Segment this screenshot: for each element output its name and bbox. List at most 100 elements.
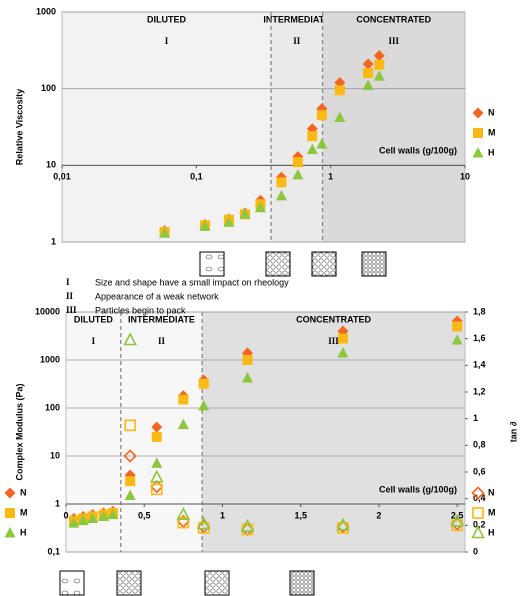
marker-triangle — [336, 517, 350, 531]
marker-triangle — [149, 469, 164, 483]
marker-square — [242, 355, 253, 365]
region — [202, 312, 466, 552]
icon — [289, 570, 315, 596]
icon — [204, 570, 230, 596]
region-label: CONCENTRATED — [296, 314, 371, 324]
note-numeral: III — [66, 305, 77, 315]
region — [322, 12, 465, 242]
y2-tick-label: 0 — [473, 546, 478, 556]
note-numeral: II — [66, 291, 74, 301]
icon — [265, 251, 291, 277]
marker-square — [150, 483, 163, 496]
y2-tick-label: 1,4 — [473, 360, 486, 370]
marker-diamond — [4, 487, 16, 499]
marker-square — [177, 516, 190, 529]
legend-label: M — [488, 507, 496, 517]
y2-tick-label: 0,8 — [473, 440, 486, 450]
legend-label: N — [488, 107, 495, 117]
marker-diamond — [334, 77, 346, 89]
y2-tick-label: 1 — [473, 413, 478, 423]
marker-square — [178, 394, 189, 405]
region-label: DILUTED — [74, 314, 113, 324]
marker-triangle — [254, 201, 266, 213]
marker-triangle — [68, 517, 80, 528]
marker-triangle — [98, 510, 110, 521]
marker-triangle — [450, 513, 464, 527]
marker-square — [363, 68, 374, 79]
icon — [361, 251, 387, 277]
marker-triangle — [337, 346, 349, 358]
marker-square — [316, 110, 327, 121]
icons — [59, 251, 387, 596]
y-tick-label: 1000 — [36, 6, 56, 16]
marker-square — [198, 378, 209, 389]
region-numeral: III — [389, 36, 400, 46]
y-axis-title: Complex Modulus (Pa) — [14, 383, 24, 480]
region-label: INTERMEDIATE — [263, 14, 330, 24]
y-tick-label: 10 — [46, 160, 56, 170]
note-numeral: I — [66, 277, 70, 287]
region-numeral: II — [158, 336, 166, 346]
y2-tick-label: 1,2 — [473, 386, 486, 396]
marker-triangle — [198, 400, 210, 411]
legend-label: H — [488, 527, 495, 537]
y-tick-label: 100 — [41, 83, 56, 93]
note-text: Appearance of a weak network — [95, 291, 219, 301]
marker-square — [5, 508, 15, 518]
y-tick-label: 1 — [55, 498, 60, 508]
x-tick-label: 0,5 — [138, 510, 151, 520]
y2-tick-label: 1,8 — [473, 306, 486, 316]
marker-square — [124, 419, 136, 432]
legend-label: M — [488, 127, 496, 137]
region — [62, 12, 272, 242]
marker-square — [307, 131, 318, 142]
icon — [311, 251, 337, 277]
marker-triangle — [362, 79, 374, 90]
y2-tick-label: 0,6 — [473, 466, 486, 476]
marker-diamond — [472, 107, 484, 119]
marker-diamond — [362, 58, 374, 70]
region-label: INTERMEDIATE — [128, 314, 195, 324]
marker-triangle — [151, 457, 163, 468]
legend-label: M — [20, 507, 28, 517]
y-tick-label: 100 — [45, 402, 60, 412]
marker-triangle — [292, 168, 304, 180]
marker-square — [125, 476, 136, 487]
y-tick-label: 10 — [50, 450, 60, 460]
marker-triangle — [124, 489, 136, 501]
x-tick-label: 1 — [328, 172, 333, 182]
icon — [116, 570, 142, 596]
icon — [199, 251, 225, 277]
marker-triangle — [306, 143, 318, 155]
x-tick-label: 0,1 — [190, 172, 203, 182]
x-tick-label: 10 — [460, 172, 470, 182]
marker-triangle — [223, 216, 235, 227]
note-text: Size and shape have a small impact on rh… — [95, 277, 289, 287]
x-axis-title: Cell walls (g/100g) — [379, 146, 457, 156]
y-tick-label: 1000 — [40, 354, 60, 364]
marker-triangle — [316, 137, 328, 149]
x-tick-label: 1 — [220, 510, 225, 520]
marker-triangle — [199, 220, 211, 231]
region-numeral: I — [165, 36, 169, 46]
marker-triangle — [471, 525, 485, 539]
y2-tick-label: 0,2 — [473, 520, 486, 530]
marker-square — [337, 333, 348, 344]
region-numeral: I — [92, 336, 96, 346]
y-tick-label: 10000 — [35, 306, 60, 316]
marker-square — [472, 507, 484, 519]
marker-triangle — [77, 514, 89, 526]
y-axis-title: Relative Viscosity — [14, 89, 24, 165]
marker-triangle — [196, 516, 211, 530]
marker-triangle — [242, 372, 254, 383]
y2-axis-title: tan ∂ — [508, 421, 518, 442]
marker-triangle — [334, 111, 346, 123]
legend-label: H — [20, 527, 27, 537]
marker-square — [452, 321, 463, 332]
marker-triangle — [123, 332, 137, 346]
marker-square — [473, 128, 483, 138]
x-tick-label: 0 — [63, 510, 68, 520]
y-tick-label: 0,1 — [47, 546, 60, 556]
marker-triangle — [275, 189, 287, 201]
